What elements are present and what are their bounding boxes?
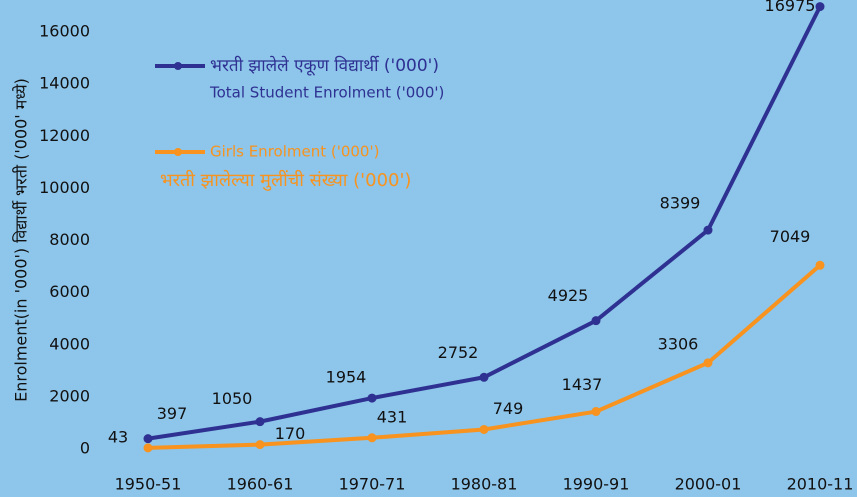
x-tick-label: 1980-81 (451, 475, 518, 494)
point (255, 440, 265, 450)
x-tick-label: 1960-61 (227, 475, 294, 494)
x-tick-label: 2010-11 (787, 475, 854, 494)
legend-label: भरती झालेल्या मुलींची संख्या ('000') (160, 169, 411, 191)
legend-label: Total Student Enrolment ('000') (209, 84, 444, 102)
y-tick-label: 2000 (49, 386, 90, 405)
point (815, 260, 825, 270)
y-tick-label: 6000 (49, 282, 90, 301)
x-tick-label: 2000-01 (675, 475, 742, 494)
data-label: 1050 (212, 389, 253, 408)
data-label: 1437 (562, 375, 603, 394)
data-label: 16975 (765, 0, 816, 15)
data-label: 8399 (660, 194, 701, 213)
point (591, 316, 601, 326)
y-tick-label: 10000 (39, 178, 90, 197)
point (703, 225, 713, 235)
data-label: 170 (275, 424, 306, 443)
point (815, 2, 825, 12)
y-tick-label: 14000 (39, 74, 90, 93)
data-label: 431 (377, 407, 408, 426)
data-label: 3306 (658, 334, 699, 353)
data-label: 43 (108, 427, 128, 446)
legend-label: भरती झालेले एकूण विद्यार्थी ('000') (210, 55, 439, 76)
x-tick-label: 1970-71 (339, 475, 406, 494)
legend-dot (174, 62, 182, 70)
point (703, 358, 713, 368)
point (143, 443, 153, 453)
point (479, 424, 489, 434)
point (591, 407, 601, 417)
y-tick-label: 4000 (49, 334, 90, 353)
y-axis-label: Enrolment(in '000') विद्यार्थी भरती ('00… (12, 78, 31, 402)
x-tick-label: 1990-91 (563, 475, 630, 494)
legend-dot (174, 148, 182, 156)
y-tick-label: 8000 (49, 230, 90, 249)
data-label: 7049 (770, 227, 811, 246)
point (367, 393, 377, 403)
data-label: 2752 (438, 343, 479, 362)
point (479, 372, 489, 382)
point (367, 433, 377, 443)
x-tick-label: 1950-51 (115, 475, 182, 494)
y-tick-label: 0 (80, 439, 90, 458)
point (255, 417, 265, 427)
data-label: 4925 (548, 286, 589, 305)
data-label: 749 (493, 399, 524, 418)
line (147, 263, 822, 450)
data-label: 1954 (326, 368, 367, 387)
data-label: 397 (157, 404, 188, 423)
y-tick-label: 16000 (39, 22, 90, 41)
point (143, 434, 153, 444)
legend-label: Girls Enrolment ('000') (210, 143, 379, 161)
y-tick-label: 12000 (39, 126, 90, 145)
